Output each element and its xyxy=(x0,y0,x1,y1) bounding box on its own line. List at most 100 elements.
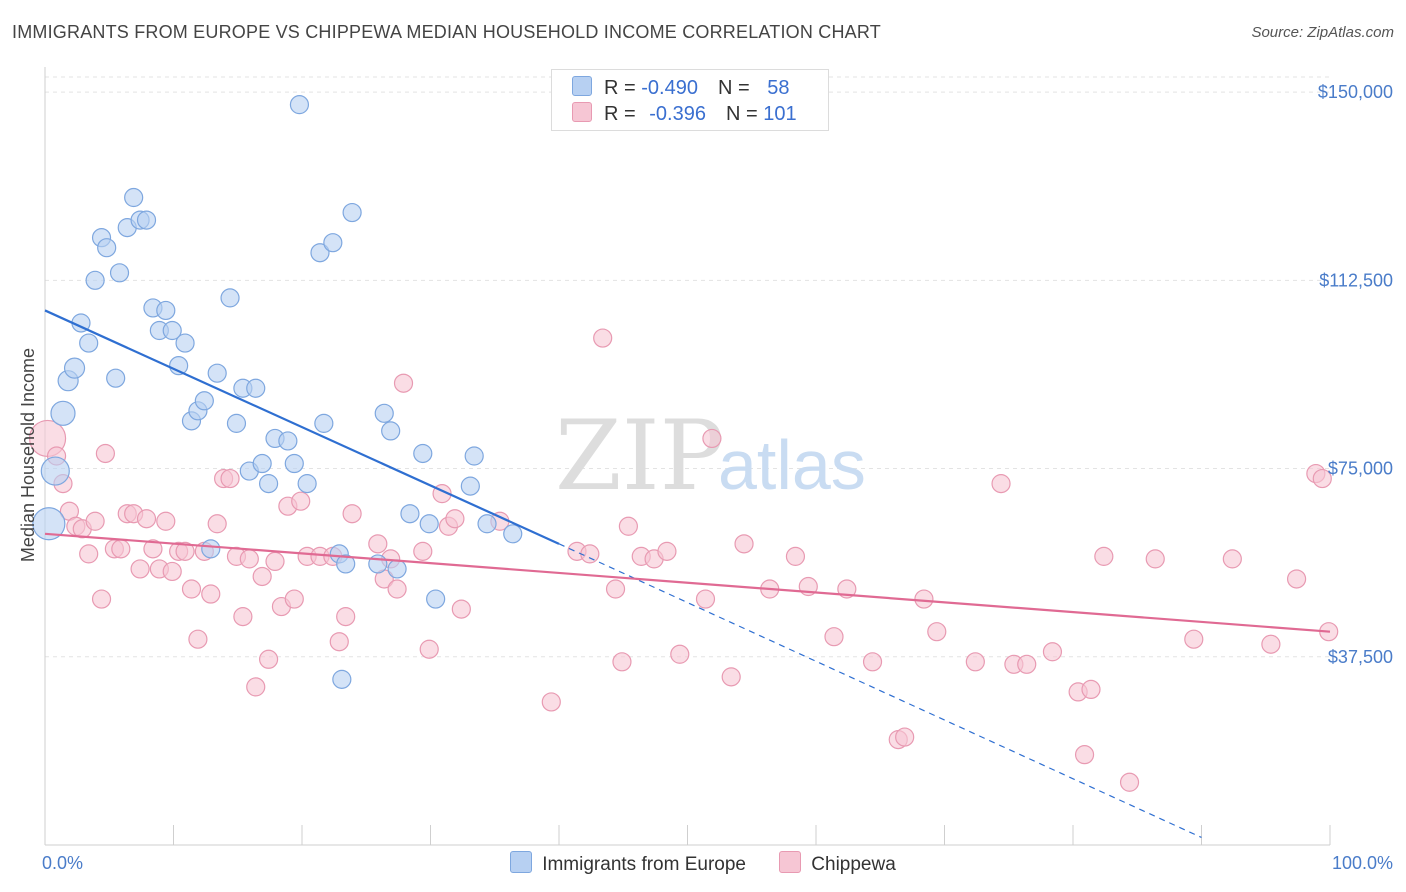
chippewa-point xyxy=(702,428,722,449)
europe-legend-swatch xyxy=(510,851,533,873)
chippewa-point xyxy=(387,579,407,599)
europe-point xyxy=(220,288,240,308)
chippewa-point xyxy=(291,491,311,511)
europe-point xyxy=(136,210,157,230)
chippewa-point xyxy=(201,584,221,604)
chippewa-point xyxy=(188,629,208,649)
chippewa-point xyxy=(336,607,356,627)
europe-point xyxy=(175,333,195,353)
chippewa-legend-label: Chippewa xyxy=(811,854,896,875)
europe-point xyxy=(258,474,279,494)
chippewa-point xyxy=(1017,654,1037,674)
europe-swatch xyxy=(572,76,592,96)
europe-point xyxy=(381,421,401,441)
europe-point xyxy=(477,514,497,534)
chippewa-point xyxy=(1119,772,1140,792)
watermark-atlas: atlas xyxy=(718,426,866,504)
legend-r-label: R = xyxy=(604,103,642,125)
europe-point xyxy=(207,363,227,383)
europe-point xyxy=(40,456,70,486)
chippewa-point xyxy=(1312,468,1332,489)
y-tick-labels: $150,000 $112,500 $75,000 $37,500 xyxy=(1318,82,1393,667)
chippewa-point xyxy=(895,727,915,747)
europe-point xyxy=(106,368,126,388)
chippewa-point xyxy=(1222,549,1242,569)
europe-point xyxy=(413,443,433,464)
europe-point xyxy=(374,403,394,423)
legend-n-label: N = xyxy=(725,103,764,125)
chippewa-point xyxy=(79,544,99,564)
x-tick-labels: 0.0% 100.0% xyxy=(42,853,1393,873)
legend-row-europe: R = -0.490 N = 58 xyxy=(572,76,789,100)
x-tick-label-start: 0.0% xyxy=(42,853,83,873)
chippewa-point xyxy=(593,328,613,348)
europe-point xyxy=(201,539,221,559)
chippewa-point xyxy=(95,443,115,464)
chippewa-point xyxy=(342,504,362,524)
chippewa-point xyxy=(612,652,632,672)
europe-point xyxy=(297,474,317,494)
series-legend: Immigrants from Europe Chippewa xyxy=(0,851,1406,876)
chippewa-point xyxy=(265,551,285,572)
chippewa-point xyxy=(1261,634,1281,654)
chippewa-point xyxy=(181,579,202,599)
chippewa-point xyxy=(451,599,471,619)
chippewa-point xyxy=(734,534,754,554)
chippewa-point xyxy=(143,539,163,559)
europe-point xyxy=(464,446,484,466)
europe-point xyxy=(252,453,272,474)
chippewa-point xyxy=(927,622,947,642)
europe-point xyxy=(278,431,298,451)
europe-point xyxy=(162,320,182,341)
chippewa-point xyxy=(695,589,716,609)
chippewa-point xyxy=(246,677,266,697)
europe-point xyxy=(419,514,439,534)
chippewa-point xyxy=(136,509,157,529)
europe-point xyxy=(332,669,352,689)
europe-point xyxy=(426,589,446,609)
legend-row-chippewa: R = -0.396 N = 101 xyxy=(572,102,797,126)
chippewa-point xyxy=(162,561,182,582)
europe-point xyxy=(50,400,76,426)
chippewa-point xyxy=(258,649,279,669)
chippewa-legend-swatch xyxy=(779,851,802,873)
legend-r-value: -0.490 xyxy=(641,77,698,99)
chippewa-point xyxy=(914,589,934,609)
chippewa-point xyxy=(965,652,985,672)
legend-item-europe: Immigrants from Europe xyxy=(510,851,746,876)
chippewa-point xyxy=(413,541,433,561)
europe-points xyxy=(32,95,523,689)
chippewa-point xyxy=(1094,546,1114,566)
stats-legend: R = -0.490 N = 58 R = -0.396 N = 101 xyxy=(551,69,829,131)
chippewa-point xyxy=(239,549,259,569)
chippewa-point xyxy=(1286,569,1307,589)
legend-r-label: R = xyxy=(604,77,642,99)
europe-point xyxy=(109,263,130,283)
europe-point xyxy=(400,504,420,524)
europe-point xyxy=(124,187,144,208)
chippewa-point xyxy=(220,468,240,489)
chippewa-trend-line xyxy=(44,532,1331,633)
chippewa-point xyxy=(252,566,272,587)
x-tick-label-end: 100.0% xyxy=(1332,853,1393,873)
chippewa-point xyxy=(1184,629,1204,649)
chippewa-point xyxy=(1074,745,1095,765)
y-tick-label: $75,000 xyxy=(1328,459,1393,479)
source-label: Source: ZipAtlas.com xyxy=(1251,24,1394,41)
chippewa-point xyxy=(368,534,388,554)
chippewa-point xyxy=(1145,549,1165,569)
europe-point xyxy=(387,559,407,579)
europe-point xyxy=(85,270,105,290)
legend-item-chippewa: Chippewa xyxy=(779,851,896,876)
chippewa-point xyxy=(1081,679,1101,700)
chippewa-point xyxy=(605,579,626,599)
chippewa-point xyxy=(991,474,1011,494)
chippewa-point xyxy=(130,559,150,579)
y-axis-label: Median Household Income xyxy=(18,348,38,562)
trend-lines xyxy=(44,309,1331,839)
chippewa-point xyxy=(156,511,176,531)
europe-point xyxy=(194,391,214,411)
europe-trend-line xyxy=(44,309,560,545)
europe-trend-extension xyxy=(558,543,1202,839)
chippewa-point xyxy=(541,692,561,712)
